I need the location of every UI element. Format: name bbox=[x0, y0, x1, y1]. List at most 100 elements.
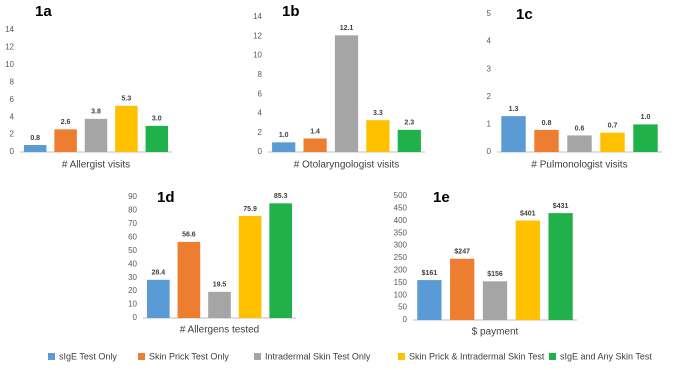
legend-swatch bbox=[398, 353, 405, 360]
y-tick-label: 40 bbox=[128, 259, 137, 268]
bar bbox=[269, 203, 293, 318]
y-tick-label: 400 bbox=[394, 216, 408, 225]
y-tick-label: 150 bbox=[394, 278, 408, 287]
bar bbox=[501, 116, 526, 152]
chart-title: 1a bbox=[35, 3, 52, 20]
value-label: 3.8 bbox=[91, 109, 101, 116]
legend-swatch bbox=[138, 353, 145, 360]
bar bbox=[177, 241, 201, 318]
y-tick-label: 0 bbox=[258, 147, 263, 156]
value-label: $247 bbox=[454, 249, 470, 256]
value-label: 3.0 bbox=[152, 116, 162, 123]
y-tick-label: 70 bbox=[128, 219, 137, 228]
legend-label: sIgE and Any Skin Test bbox=[560, 351, 652, 361]
bar bbox=[600, 132, 625, 152]
bar bbox=[633, 124, 658, 152]
legend-label: sIgE Test Only bbox=[59, 351, 117, 361]
y-tick-label: 100 bbox=[394, 290, 408, 299]
bar bbox=[272, 142, 296, 152]
y-tick-label: 6 bbox=[258, 89, 263, 98]
value-label: 1.0 bbox=[641, 114, 651, 121]
y-tick-label: 2 bbox=[487, 92, 492, 101]
bar bbox=[238, 215, 262, 318]
value-label: 3.3 bbox=[373, 110, 383, 117]
bar bbox=[115, 105, 138, 152]
value-label: 19.5 bbox=[213, 282, 227, 289]
bar bbox=[397, 129, 421, 152]
y-tick-label: 50 bbox=[398, 303, 407, 312]
legend-swatch bbox=[254, 353, 261, 360]
value-label: 12.1 bbox=[340, 25, 354, 32]
x-axis-label: $ payment bbox=[472, 327, 519, 338]
x-axis-label: # Otolaryngologist visits bbox=[294, 160, 400, 171]
legend-swatch bbox=[549, 353, 556, 360]
bar bbox=[366, 120, 390, 152]
value-label: 2.3 bbox=[404, 120, 414, 127]
legend-label: Skin Prick Test Only bbox=[149, 351, 229, 361]
x-axis-label: # Allergist visits bbox=[62, 160, 130, 171]
y-tick-label: 0 bbox=[133, 313, 138, 322]
value-label: 0.8 bbox=[30, 135, 40, 142]
value-label: 56.6 bbox=[182, 232, 196, 239]
y-tick-label: 8 bbox=[258, 70, 263, 79]
y-tick-label: 14 bbox=[5, 25, 14, 34]
y-tick-label: 50 bbox=[128, 246, 137, 255]
value-label: 5.3 bbox=[122, 96, 132, 103]
x-axis-label: # Allergens tested bbox=[180, 325, 260, 336]
chart-title: 1c bbox=[516, 6, 533, 23]
y-tick-label: 250 bbox=[394, 253, 408, 262]
legend-label: Intradermal Skin Test Only bbox=[265, 351, 371, 361]
bar bbox=[84, 118, 108, 152]
y-tick-label: 0 bbox=[487, 147, 492, 156]
y-tick-label: 90 bbox=[128, 192, 137, 201]
bar bbox=[450, 258, 475, 320]
value-label: $401 bbox=[520, 210, 536, 217]
y-tick-label: 450 bbox=[394, 204, 408, 213]
y-tick-label: 2 bbox=[258, 128, 263, 137]
y-tick-label: 30 bbox=[128, 273, 137, 282]
y-tick-label: 350 bbox=[394, 228, 408, 237]
value-label: 1.3 bbox=[509, 106, 519, 113]
legend-swatch bbox=[48, 353, 55, 360]
y-tick-label: 14 bbox=[253, 12, 262, 21]
value-label: 1.4 bbox=[310, 128, 320, 135]
y-tick-label: 4 bbox=[487, 37, 492, 46]
x-axis-label: # Pulmonologist visits bbox=[531, 160, 627, 171]
value-label: $161 bbox=[422, 270, 438, 277]
y-tick-label: 500 bbox=[394, 191, 408, 200]
y-tick-label: 0 bbox=[403, 315, 408, 324]
y-tick-label: 200 bbox=[394, 266, 408, 275]
value-label: 85.3 bbox=[274, 193, 288, 200]
bar bbox=[146, 279, 170, 318]
y-tick-label: 4 bbox=[258, 109, 263, 118]
y-tick-label: 8 bbox=[10, 77, 15, 86]
chart-title: 1d bbox=[157, 189, 175, 206]
y-tick-label: 60 bbox=[128, 232, 137, 241]
y-tick-label: 10 bbox=[5, 60, 14, 69]
bar bbox=[482, 281, 508, 320]
bar bbox=[417, 280, 442, 320]
y-tick-label: 3 bbox=[487, 64, 492, 73]
y-tick-label: 5 bbox=[487, 9, 492, 18]
y-tick-label: 300 bbox=[394, 241, 408, 250]
bar bbox=[208, 291, 231, 318]
legend-label: Skin Prick & Intradermal Skin Test bbox=[409, 351, 545, 361]
value-label: 75.9 bbox=[243, 206, 257, 213]
y-tick-label: 10 bbox=[253, 51, 262, 60]
value-label: $156 bbox=[487, 271, 503, 278]
y-tick-label: 0 bbox=[10, 147, 15, 156]
value-label: $431 bbox=[553, 203, 569, 210]
y-tick-label: 12 bbox=[5, 43, 14, 52]
bar bbox=[567, 135, 592, 152]
chart-title: 1b bbox=[282, 3, 300, 20]
value-label: 0.8 bbox=[542, 120, 552, 127]
bar bbox=[54, 129, 77, 152]
chart-title: 1e bbox=[433, 189, 450, 206]
bar bbox=[145, 125, 169, 152]
y-tick-label: 4 bbox=[10, 112, 15, 121]
value-label: 0.7 bbox=[608, 123, 618, 130]
y-tick-label: 1 bbox=[487, 120, 492, 129]
bar bbox=[548, 213, 573, 320]
y-tick-label: 2 bbox=[10, 130, 15, 139]
